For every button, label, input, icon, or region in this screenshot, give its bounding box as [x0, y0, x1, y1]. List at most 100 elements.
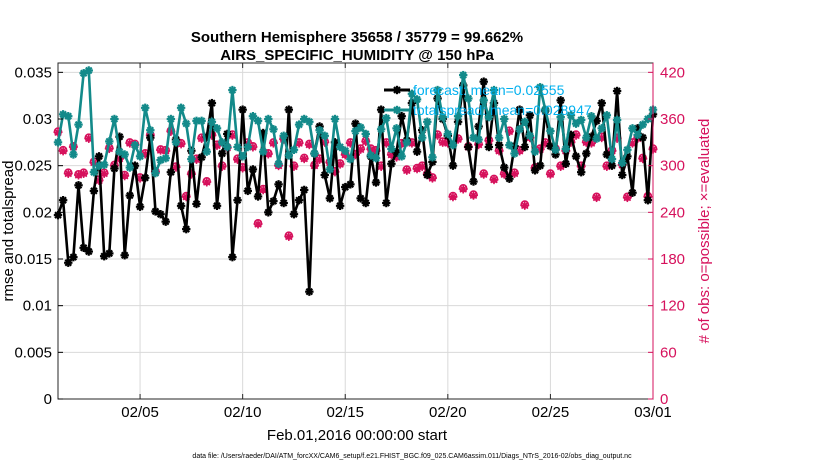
marker-stroke: [403, 138, 411, 147]
totalspread-series-point: [561, 144, 571, 154]
forecast-series-point: [571, 152, 581, 161]
marker-stroke: [479, 96, 488, 105]
marker-stroke: [603, 111, 611, 120]
totalspread-series-point: [171, 138, 181, 147]
marker-stroke: [254, 220, 262, 228]
totalspread-series-point: [633, 130, 642, 140]
totalspread-series-point: [320, 131, 329, 140]
marker-stroke: [556, 113, 565, 121]
marker-stroke: [115, 147, 124, 156]
forecast-series-point: [561, 159, 571, 168]
marker-stroke: [469, 133, 478, 142]
totalspread-series-point: [638, 120, 647, 129]
marker-stroke: [320, 171, 329, 179]
totalspread-series-point: [628, 124, 637, 133]
marker-stroke: [479, 77, 488, 86]
y-axis-label: rmse and totalspread: [0, 161, 17, 302]
marker-stroke: [100, 160, 108, 169]
marker-stroke: [203, 147, 211, 156]
forecast-series-point: [120, 251, 129, 260]
forecast-series-point: [484, 142, 494, 152]
marker-stroke: [454, 112, 462, 120]
marker-stroke: [618, 159, 626, 167]
totalspread-series-point: [212, 124, 222, 133]
marker-stroke: [269, 125, 278, 134]
forecast-series-point: [464, 142, 473, 152]
marker-stroke: [423, 171, 432, 179]
marker-stroke: [177, 140, 185, 148]
marker-stroke: [238, 152, 247, 161]
legend-label-forecast: forecast: mean=0.02555: [413, 82, 565, 98]
marker-stroke: [279, 199, 288, 207]
obs-evaluated-point: [458, 184, 468, 194]
marker-stroke: [346, 180, 355, 189]
totalspread-series-point: [294, 120, 304, 129]
marker-stroke: [597, 124, 606, 133]
obs-evaluated-point: [417, 161, 427, 171]
marker-stroke: [372, 178, 380, 187]
totalspread-series-point: [310, 149, 319, 158]
y-tick-label-right: 180: [660, 251, 685, 268]
totalspread-series-point: [474, 135, 483, 144]
marker-stroke: [290, 210, 298, 218]
grid: [58, 63, 654, 400]
totalspread-series-point: [341, 146, 350, 155]
marker-stroke: [638, 133, 647, 142]
totalspread-series-point: [346, 154, 355, 164]
marker-stroke: [638, 120, 647, 129]
forecast-series-point: [228, 252, 237, 262]
marker-stroke: [305, 287, 314, 296]
totalspread-series-point: [412, 95, 422, 104]
marker-stroke: [95, 152, 103, 161]
marker-stroke: [536, 83, 544, 92]
obs-evaluated-point: [468, 190, 478, 200]
marker-stroke: [459, 185, 467, 193]
marker-stroke: [223, 143, 232, 151]
obs-evaluated-point: [202, 177, 212, 187]
totalspread-series-point: [515, 125, 524, 134]
forecast-series-point: [248, 165, 258, 174]
y-tick-label-right: 360: [660, 111, 685, 128]
forecast-series-point: [397, 112, 406, 121]
marker-stroke: [336, 202, 344, 210]
marker-stroke: [490, 86, 498, 94]
x-axis-label: Feb.01,2016 00:00:00 start: [267, 427, 448, 444]
marker-stroke: [418, 133, 426, 142]
forecast-series-point: [212, 201, 222, 210]
marker-stroke: [192, 200, 201, 208]
totalspread-series-point: [284, 151, 294, 160]
marker-stroke: [582, 149, 591, 158]
series-lines: [53, 66, 658, 296]
marker-stroke: [182, 225, 190, 233]
marker-stroke: [433, 86, 442, 94]
totalspread-series-point: [84, 66, 93, 75]
marker-stroke: [546, 170, 555, 178]
y-tick-label: 0.01: [23, 298, 52, 315]
marker-stroke: [228, 253, 237, 261]
marker-stroke: [505, 174, 514, 183]
marker-stroke: [356, 194, 365, 203]
forecast-series-point: [89, 186, 99, 196]
marker-stroke: [515, 105, 524, 114]
totalspread-series-point: [264, 114, 273, 124]
totalspread-series-point: [228, 85, 237, 95]
totalspread-series-point: [392, 124, 401, 133]
marker-stroke: [300, 186, 308, 194]
marker-stroke: [244, 187, 252, 195]
marker-stroke: [464, 143, 473, 151]
y-tick-label: 0.02: [23, 204, 52, 221]
marker-stroke: [326, 165, 334, 174]
totalspread-series-point: [238, 152, 247, 161]
marker-stroke: [351, 119, 360, 128]
forecast-series-point: [192, 199, 201, 209]
marker-stroke: [413, 147, 421, 156]
forecast-series-point: [618, 170, 627, 180]
marker-stroke: [613, 116, 621, 124]
marker-stroke: [285, 105, 293, 114]
obs-evaluated-point: [448, 192, 458, 202]
marker-stroke: [428, 153, 437, 162]
marker-stroke: [295, 120, 303, 129]
marker-stroke: [177, 202, 185, 210]
marker-stroke: [505, 141, 514, 149]
marker-stroke: [295, 196, 303, 204]
